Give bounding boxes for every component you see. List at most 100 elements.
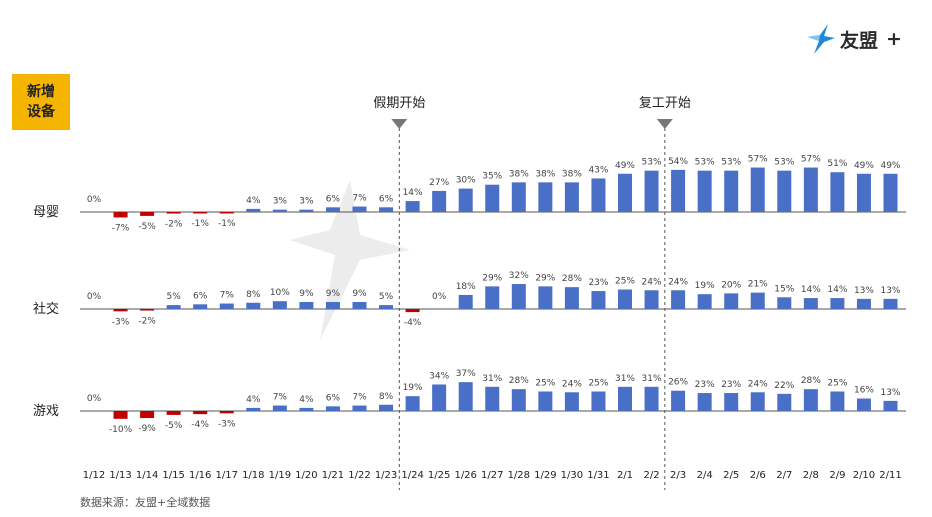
series-label: 社交 (33, 301, 59, 317)
data-label: 0% (432, 292, 447, 302)
x-tick-label: 2/5 (723, 470, 739, 481)
bar (724, 393, 739, 411)
data-label: 0% (87, 195, 102, 205)
x-tick-label: 2/2 (644, 470, 660, 481)
x-tick-label: 1/31 (587, 470, 609, 481)
data-label: 57% (748, 155, 768, 165)
data-label: 54% (668, 157, 688, 167)
data-label: 6% (193, 291, 208, 301)
bar (856, 173, 871, 212)
bar (432, 384, 447, 411)
data-label: 23% (721, 380, 741, 390)
data-label: 4% (246, 196, 261, 206)
x-tick-label: 1/23 (375, 470, 397, 481)
x-tick-label: 1/13 (109, 470, 131, 481)
bar (856, 298, 871, 309)
data-label: 51% (827, 159, 847, 169)
x-tick-label: 1/20 (295, 470, 317, 481)
data-label: 28% (562, 274, 582, 284)
data-label: -2% (138, 317, 156, 327)
data-source-note: 数据来源：友盟+全域数据 (80, 496, 211, 509)
bar (777, 393, 792, 411)
bar (803, 298, 818, 309)
bar (193, 411, 208, 415)
x-tick-label: 1/14 (136, 470, 158, 481)
data-label: 0% (87, 292, 102, 302)
x-tick-label: 2/6 (750, 470, 766, 481)
data-label: 5% (167, 292, 182, 302)
bar (644, 290, 659, 309)
bar (830, 298, 845, 309)
bar (564, 182, 579, 212)
data-label: 25% (615, 277, 635, 287)
event-label: 复工开始 (639, 96, 691, 111)
data-label: 25% (588, 379, 608, 389)
data-label: 23% (588, 278, 608, 288)
bar (697, 170, 712, 212)
bar (458, 188, 473, 212)
data-label: 22% (774, 381, 794, 391)
brand-logo: 友盟 + (806, 22, 902, 56)
bar (724, 170, 739, 212)
data-label: 24% (668, 277, 688, 287)
x-tick-label: 2/10 (853, 470, 875, 481)
x-tick-label: 1/16 (189, 470, 211, 481)
x-tick-label: 1/22 (348, 470, 370, 481)
bar (803, 389, 818, 411)
series-label: 母婴 (33, 205, 59, 220)
data-label: 29% (482, 273, 502, 283)
x-tick-label: 1/15 (162, 470, 184, 481)
bar (591, 178, 606, 212)
data-label: 5% (379, 292, 394, 302)
data-label: 8% (246, 290, 261, 300)
x-tick-label: 1/29 (534, 470, 556, 481)
data-label: -2% (165, 220, 183, 230)
data-label: 0% (87, 394, 102, 404)
data-label: 9% (299, 289, 314, 299)
data-label: 19% (403, 383, 423, 393)
data-label: 14% (801, 285, 821, 295)
event-marker-triangle (656, 119, 673, 129)
data-label: -10% (109, 425, 133, 435)
data-label: 57% (801, 155, 821, 165)
x-tick-label: 1/24 (401, 470, 423, 481)
data-label: 6% (326, 393, 341, 403)
bar (458, 294, 473, 309)
data-label: 15% (774, 284, 794, 294)
bar (511, 284, 526, 309)
data-label: 32% (509, 271, 529, 281)
bar (564, 392, 579, 411)
data-label: 6% (379, 194, 394, 204)
data-label: 27% (429, 178, 449, 188)
bar (618, 386, 632, 411)
data-label: 53% (721, 158, 741, 168)
data-label: -7% (112, 223, 130, 233)
bar (113, 411, 128, 419)
bar (564, 287, 579, 309)
x-tick-label: 1/19 (269, 470, 291, 481)
bar (352, 206, 367, 212)
bar (671, 290, 686, 309)
bar (299, 407, 314, 411)
data-label: 7% (273, 393, 288, 403)
bar (352, 405, 367, 411)
data-label: 4% (299, 395, 314, 405)
bar (485, 386, 500, 411)
bar (325, 406, 340, 411)
bar (777, 297, 792, 309)
bar (379, 404, 394, 411)
x-tick-label: 2/8 (803, 470, 819, 481)
brand-name: 友盟 (840, 29, 879, 52)
bar (750, 392, 765, 411)
data-label: 24% (562, 379, 582, 389)
data-label: 31% (482, 374, 502, 384)
bar (538, 286, 553, 309)
brand-plus: + (886, 28, 902, 50)
data-label: 3% (299, 197, 314, 207)
data-label: 53% (642, 158, 662, 168)
bar (671, 169, 686, 212)
data-label: -5% (165, 421, 183, 431)
data-label: 13% (854, 286, 874, 296)
bar (246, 302, 261, 309)
